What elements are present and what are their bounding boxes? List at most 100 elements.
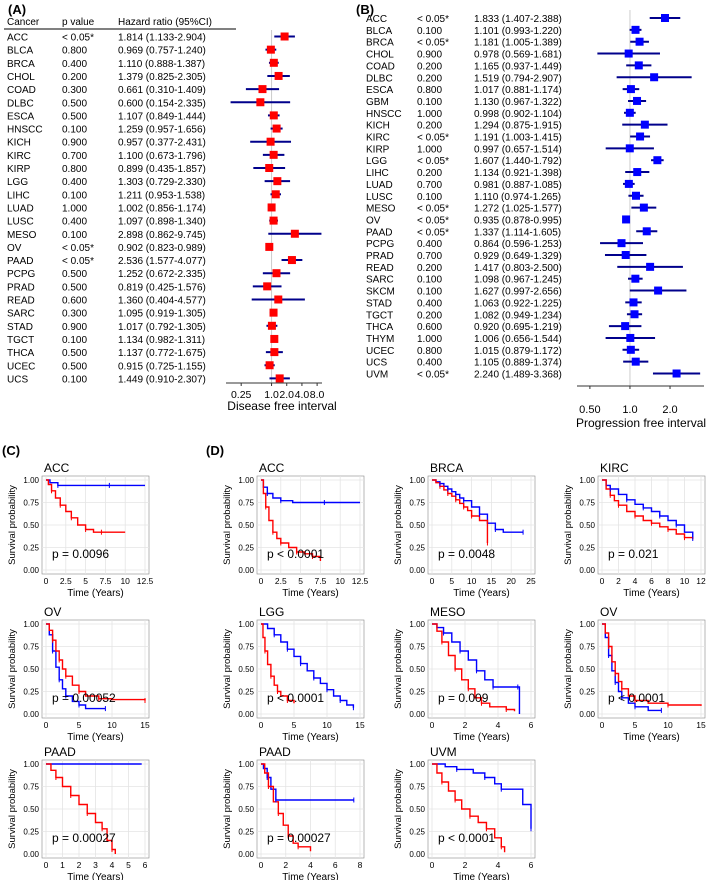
km-p-value: p < 0.0001 (267, 547, 324, 561)
row-hazard-ratio-text: 1.110 (0.888-1.387) (118, 59, 205, 70)
row-hazard-ratio-text: 1.130 (0.967-1.322) (474, 97, 562, 108)
km-x-tick-label: 4 (633, 576, 638, 586)
row-hazard-ratio-text: 0.929 (0.649-1.329) (474, 251, 562, 262)
km-curve-high (46, 479, 126, 533)
row-p-value: 0.900 (62, 322, 87, 333)
km-plot-lgg: LGG 0.00 0.25 0.50 0.75 1.00 0 5 10 15 Time (Years… (222, 605, 365, 743)
row-p-value: 0.900 (62, 138, 87, 149)
row-cancer-label: ESCA (7, 111, 35, 122)
km-x-tick-label: 5 (77, 720, 82, 730)
km-x-tick-label: 6 (649, 576, 654, 586)
row-cancer-label: DLBC (366, 73, 393, 84)
row-cancer-label: KICH (7, 138, 31, 149)
x-tick-label: 1.0 (622, 404, 637, 416)
km-x-tick-label: 5 (298, 576, 303, 586)
row-hazard-ratio-text: 0.915 (0.725-1.155) (118, 361, 206, 372)
row-p-value: 0.100 (417, 275, 442, 286)
km-y-tick-label: 0.50 (409, 805, 425, 814)
km-x-tick-label: 10 (680, 576, 690, 586)
row-hazard-ratio-text: 1.098 (0.967-1.245) (474, 275, 562, 286)
km-x-tick-label: 3 (93, 860, 98, 870)
row-cancer-label: UCS (7, 374, 28, 385)
row-p-value: 0.200 (417, 61, 442, 72)
row-cancer-label: OV (366, 215, 381, 226)
hr-marker (263, 282, 272, 291)
km-x-tick-label: 0 (600, 576, 605, 586)
km-x-tick-label: 0 (44, 860, 49, 870)
row-cancer-label: HNSCC (7, 125, 43, 136)
hr-marker (269, 308, 278, 317)
row-p-value: 0.100 (62, 190, 87, 201)
km-y-tick-label: 0.50 (23, 805, 39, 814)
km-y-tick-label: 1.00 (23, 760, 39, 769)
row-p-value: 0.100 (62, 374, 87, 385)
km-y-tick-label: 0.00 (409, 566, 425, 575)
row-hazard-ratio-text: 0.981 (0.887-1.085) (474, 180, 562, 191)
km-y-axis-label: Survival probability (7, 629, 18, 709)
x-tick-label: 0.25 (231, 389, 252, 401)
row-hazard-ratio-text: 0.969 (0.757-1.240) (118, 46, 206, 57)
km-plot-paad: PAAD 0.00 0.25 0.50 0.75 1.00 0 1 2 3 4 5 6 Time (Yea… (7, 745, 150, 880)
row-cancer-label: TGCT (366, 310, 393, 321)
hr-marker (631, 25, 640, 34)
row-cancer-label: UVM (366, 370, 388, 381)
row-cancer-label: READ (7, 296, 35, 307)
hr-marker (624, 179, 633, 188)
km-y-tick-label: 1.00 (579, 620, 595, 629)
row-p-value: < 0.05* (417, 156, 449, 167)
row-hazard-ratio-text: 2.898 (0.862-9.745) (118, 230, 206, 241)
km-y-tick-label: 0.00 (23, 710, 39, 719)
km-x-tick-label: 15 (140, 720, 150, 730)
hr-marker (274, 295, 283, 304)
panel-label-b: (B) (356, 2, 374, 17)
km-x-axis-label: Time (Years) (67, 872, 124, 880)
km-y-tick-label: 0.00 (238, 710, 254, 719)
hr-marker (265, 361, 274, 370)
km-x-axis-label: Time (Years) (282, 872, 339, 880)
hr-marker (639, 203, 648, 212)
km-plot-uvm: UVM 0.00 0.25 0.50 0.75 1.00 0 2 4 6 Time (Years) S… (393, 745, 536, 880)
hr-marker (624, 49, 633, 58)
row-p-value: 0.100 (62, 230, 87, 241)
km-y-tick-label: 0.25 (409, 544, 425, 553)
row-cancer-label: PCPG (366, 239, 395, 250)
km-y-tick-label: 0.75 (409, 783, 425, 792)
km-title: PAAD (259, 745, 291, 759)
row-hazard-ratio-text: 1.107 (0.849-1.444) (118, 111, 206, 122)
km-y-tick-label: 0.50 (579, 521, 595, 530)
hr-marker (626, 333, 635, 342)
km-x-tick-label: 12.5 (352, 576, 369, 586)
km-y-tick-label: 0.25 (409, 688, 425, 697)
row-p-value: 0.100 (62, 125, 87, 136)
km-x-tick-label: 0 (430, 860, 435, 870)
km-x-tick-label: 0 (44, 720, 49, 730)
row-cancer-label: LUAD (366, 180, 393, 191)
row-cancer-label: BLCA (7, 46, 33, 57)
row-hazard-ratio-text: 1.082 (0.949-1.234) (474, 310, 562, 321)
km-p-value: p = 0.00027 (267, 831, 331, 845)
km-y-tick-label: 1.00 (409, 620, 425, 629)
km-title: ACC (259, 461, 285, 475)
km-p-value: p = 0.009 (438, 691, 489, 705)
km-y-tick-label: 0.00 (579, 566, 595, 575)
row-cancer-label: MESO (7, 230, 37, 241)
km-x-axis-label: Time (Years) (623, 732, 680, 743)
km-x-tick-label: 4 (110, 860, 115, 870)
row-p-value: 0.400 (62, 177, 87, 188)
row-p-value: 0.300 (62, 309, 87, 320)
km-curve-high (261, 763, 312, 852)
row-cancer-label: BLCA (366, 26, 392, 37)
row-p-value: 0.200 (417, 168, 442, 179)
km-x-tick-label: 2 (77, 860, 82, 870)
km-x-tick-label: 0 (44, 576, 49, 586)
row-cancer-label: STAD (7, 322, 33, 333)
x-tick-label: 4.0 (295, 389, 310, 401)
km-x-tick-label: 4 (308, 860, 313, 870)
hr-marker (272, 269, 281, 278)
km-title: OV (44, 605, 61, 619)
hr-marker (622, 215, 631, 224)
hr-marker (256, 98, 265, 107)
hr-marker (625, 108, 634, 117)
hr-marker (626, 345, 635, 354)
